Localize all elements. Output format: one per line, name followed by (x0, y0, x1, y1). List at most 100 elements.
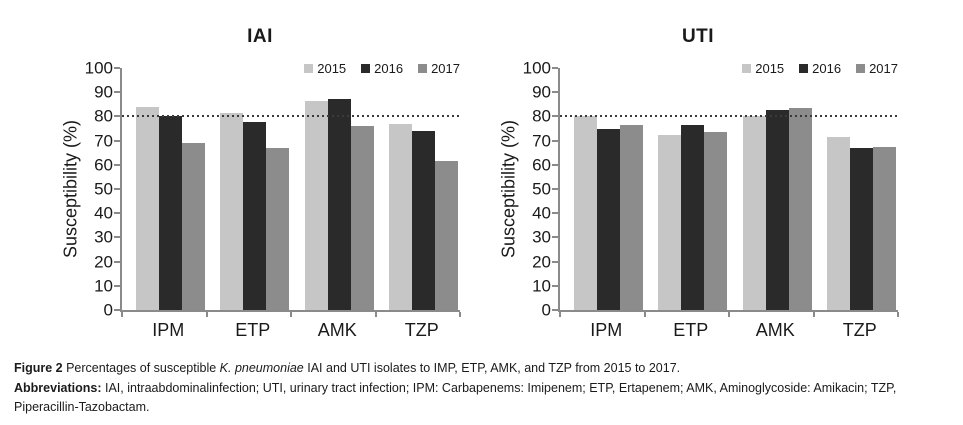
caption-abbreviations: Abbreviations: IAI, intraabdominalinfect… (14, 379, 915, 418)
y-axis-tick-mark (114, 139, 120, 142)
legend: 2015 2016 2017 (304, 61, 460, 76)
x-axis-category-label-ipm: IPM (590, 320, 623, 340)
y-axis-tick-mark (114, 188, 120, 190)
x-axis-category-label-tzp: TZP (404, 320, 439, 340)
abbreviations-label: Abbreviations: (14, 380, 102, 395)
y-axis-tick-label: 0 (103, 300, 113, 320)
bar-tzp-2015 (389, 123, 413, 310)
y-axis-label: Susceptibility (%) (498, 119, 519, 259)
bar-group-tzp (376, 123, 461, 310)
chart-title: UTI (681, 26, 715, 47)
figure-label: Figure 2 (14, 361, 63, 375)
caption-text: Percentages of susceptible (62, 361, 220, 375)
y-axis-tick-mark (114, 212, 120, 215)
bar-ipm-2017 (619, 124, 643, 310)
legend-label: 2015 (317, 61, 347, 76)
y-axis-tick-label: 70 (532, 131, 551, 151)
y-axis-tick-mark (552, 236, 558, 239)
y-axis-tick-mark (114, 163, 120, 166)
x-axis-tick-mark (728, 312, 730, 317)
y-axis-tick-mark (552, 139, 558, 142)
bar-etp-2017 (266, 147, 290, 310)
x-axis-tick-mark (812, 312, 815, 317)
legend-marker-icon (856, 64, 866, 73)
figure-caption: Figure 2 Percentages of susceptible K. p… (0, 341, 935, 418)
plot-area: 2015 2016 2017 (114, 61, 461, 317)
bar-ipm-2015 (135, 106, 159, 310)
caption-species-italic: K. pneumoniae (219, 361, 304, 375)
legend-label: 2016 (374, 61, 404, 76)
y-axis-tick-label: 30 (532, 227, 551, 247)
y-axis-tick-label: 80 (94, 106, 113, 126)
bar-tzp-2017 (435, 161, 459, 310)
abbreviations-text: IAI, intraabdominalinfection; UTI, urina… (14, 380, 897, 415)
bar-group-etp (207, 112, 292, 310)
plot-area: 2015 2016 2017 (552, 61, 899, 317)
y-axis-tick-label: 30 (94, 227, 113, 247)
chart-body: Susceptibility (%) 0 10 20 30 40 50 60 70 80 90 10… (60, 60, 461, 319)
y-axis-tick-label: 40 (532, 203, 551, 223)
y-axis-tick-labels: 0 10 20 30 40 50 60 70 80 90 100 (520, 60, 558, 319)
x-axis-category-label-tzp: TZP (842, 320, 877, 340)
bar-ipm-2016 (596, 128, 620, 310)
legend-label: 2017 (869, 61, 898, 76)
y-axis-tick-mark (552, 260, 558, 263)
y-axis-tick-label: 10 (532, 276, 551, 296)
x-axis-category-labels: IPM ETP AMK TZP (558, 320, 896, 341)
bar-amk-2017 (350, 126, 374, 310)
y-axis-tick-label: 50 (94, 179, 113, 199)
y-axis-tick-mark (114, 236, 120, 239)
y-axis-label-column: Susceptibility (%) (498, 68, 520, 310)
legend-label: 2015 (755, 61, 785, 76)
y-axis-tick-label: 20 (94, 252, 113, 272)
y-axis-tick-mark (552, 284, 558, 287)
bar-group-ipm (122, 106, 207, 310)
bar-etp-2017 (704, 132, 728, 310)
y-axis-tick-mark (552, 188, 558, 190)
y-axis-tick-mark (552, 67, 558, 69)
chart-uti: UTI Susceptibility (%) 0 10 20 30 40 50 60 70 80… (498, 26, 899, 341)
charts-row: IAI Susceptibility (%) 0 10 20 30 40 50 60 70 80… (60, 26, 899, 341)
y-axis-tick-mark (114, 115, 120, 118)
bar-tzp-2017 (873, 146, 897, 310)
caption-text: IAI and UTI isolates to IMP, ETP, AMK, a… (303, 361, 681, 375)
legend: 2015 2016 2017 (742, 61, 898, 76)
chart-title: IAI (247, 26, 273, 47)
y-axis-tick-label: 70 (94, 131, 113, 151)
bar-tzp-2015 (827, 136, 851, 310)
bar-groups (122, 68, 460, 310)
legend-label: 2016 (812, 61, 842, 76)
y-axis-tick-mark (114, 260, 120, 263)
y-axis-tick-mark (552, 115, 558, 118)
y-axis-tick-mark (114, 67, 120, 69)
y-axis-tick-mark (114, 309, 120, 311)
y-axis-tick-label: 100 (84, 58, 113, 78)
y-axis-tick-label: 80 (532, 106, 551, 126)
bar-ipm-2015 (573, 116, 597, 310)
x-axis-tick-mark (374, 312, 377, 317)
y-axis-tick-label: 10 (94, 276, 113, 296)
y-axis-tick-mark (552, 163, 558, 166)
y-axis-tick-label: 100 (522, 58, 551, 78)
legend-item-2015: 2015 (742, 61, 784, 76)
bar-group-etp (645, 124, 730, 310)
bar-ipm-2016 (158, 116, 182, 310)
bar-etp-2015 (658, 134, 682, 310)
bar-groups (560, 68, 898, 310)
x-axis-category-labels: IPM ETP AMK TZP (120, 320, 458, 341)
y-axis-label-column: Susceptibility (%) (60, 68, 82, 310)
legend-marker-icon (361, 64, 371, 73)
bar-group-ipm (560, 116, 645, 310)
bar-group-amk (291, 99, 376, 310)
x-axis-category-label-amk: AMK (317, 320, 357, 340)
bar-etp-2015 (220, 112, 244, 310)
legend-item-2017: 2017 (856, 61, 898, 76)
bar-amk-2017 (788, 107, 812, 310)
legend-label: 2017 (431, 61, 460, 76)
y-axis-tick-labels: 0 10 20 30 40 50 60 70 80 90 100 (82, 60, 120, 319)
x-axis-tick-mark (290, 312, 292, 317)
x-axis-tick-mark (559, 312, 561, 317)
bar-etp-2016 (681, 124, 705, 310)
bar-ipm-2017 (181, 143, 205, 310)
x-axis-category-label-etp: ETP (673, 320, 709, 340)
